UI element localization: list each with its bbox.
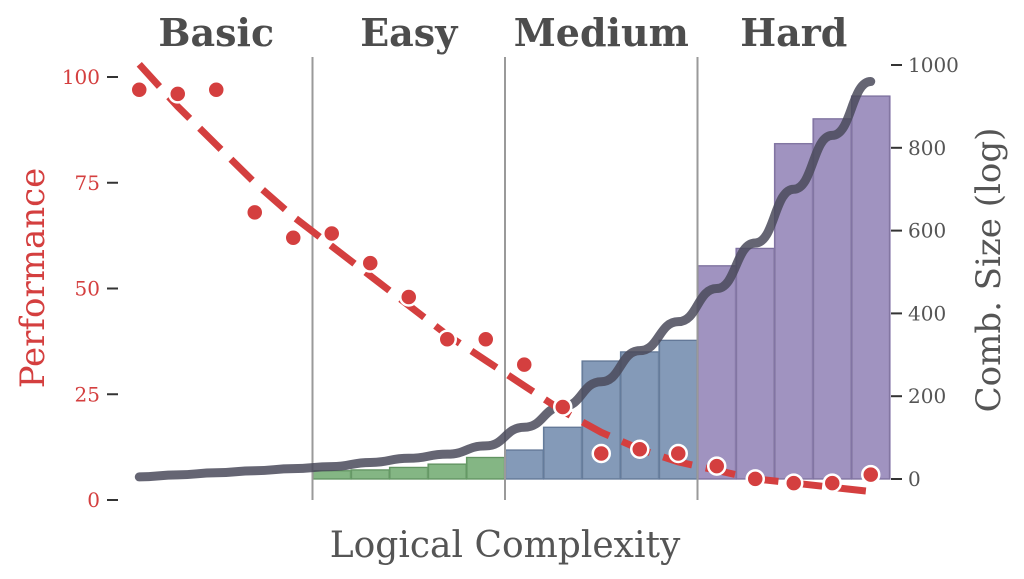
right-tick-label: 400 (908, 301, 946, 325)
performance-point (861, 464, 881, 485)
performance-point (668, 443, 688, 464)
left-tick-label: 50 (75, 277, 100, 301)
comb-size-bar (465, 456, 506, 480)
comb-size-curve (134, 77, 876, 482)
comb-size-bar (812, 118, 853, 480)
performance-point (322, 223, 342, 244)
performance-point (476, 329, 496, 350)
comb-size-bar (542, 426, 583, 480)
left-tick-label: 25 (75, 382, 100, 406)
comb-size-bar (311, 470, 352, 480)
comb-size-bar (850, 95, 891, 480)
performance-point (745, 469, 765, 489)
performance-point (245, 202, 265, 223)
dividers-layer (311, 57, 699, 500)
left-tick-label: 75 (75, 171, 100, 195)
comb-size-bar (735, 247, 776, 480)
right-tick-label: 600 (908, 219, 946, 243)
region-label: Hard (740, 10, 847, 55)
comb-size-bar (350, 469, 391, 480)
comb-size-bar (427, 463, 468, 480)
performance-point (437, 329, 457, 350)
performance-points-layer (129, 79, 881, 493)
performance-point (784, 473, 804, 493)
right-tick-label: 0 (908, 467, 921, 491)
performance-point (514, 354, 534, 375)
performance-point (168, 84, 188, 104)
comb-size-bar (696, 265, 737, 480)
y-axis-label-right: Comb. Size (log) (969, 128, 1009, 413)
performance-point (206, 79, 226, 100)
region-label: Easy (360, 10, 458, 55)
performance-point (399, 287, 419, 307)
region-label: Basic (158, 10, 274, 55)
right-tick-label: 1000 (908, 53, 959, 77)
performance-point (283, 227, 303, 248)
bars-layer (311, 95, 891, 480)
performance-point (822, 473, 842, 493)
comb-size-bar (388, 466, 429, 480)
performance-point (591, 443, 611, 464)
comb-size-bar (619, 351, 660, 480)
performance-point (553, 397, 573, 417)
comb-size-bar (504, 449, 545, 480)
right-tick-label: 800 (908, 136, 946, 160)
comb-size-curve-layer (134, 77, 876, 482)
performance-point (129, 79, 149, 100)
region-labels: Basic Easy Medium Hard (158, 10, 847, 55)
y-axis-label-left: Performance (13, 168, 53, 389)
x-axis-label: Logical Complexity (330, 525, 681, 566)
right-tick-label: 200 (908, 384, 946, 408)
performance-point (707, 456, 727, 476)
region-label: Medium (514, 10, 689, 55)
performance-point (630, 439, 650, 459)
left-tick-label: 0 (87, 488, 100, 512)
performance-point (360, 253, 380, 273)
left-tick-label: 100 (62, 65, 100, 89)
